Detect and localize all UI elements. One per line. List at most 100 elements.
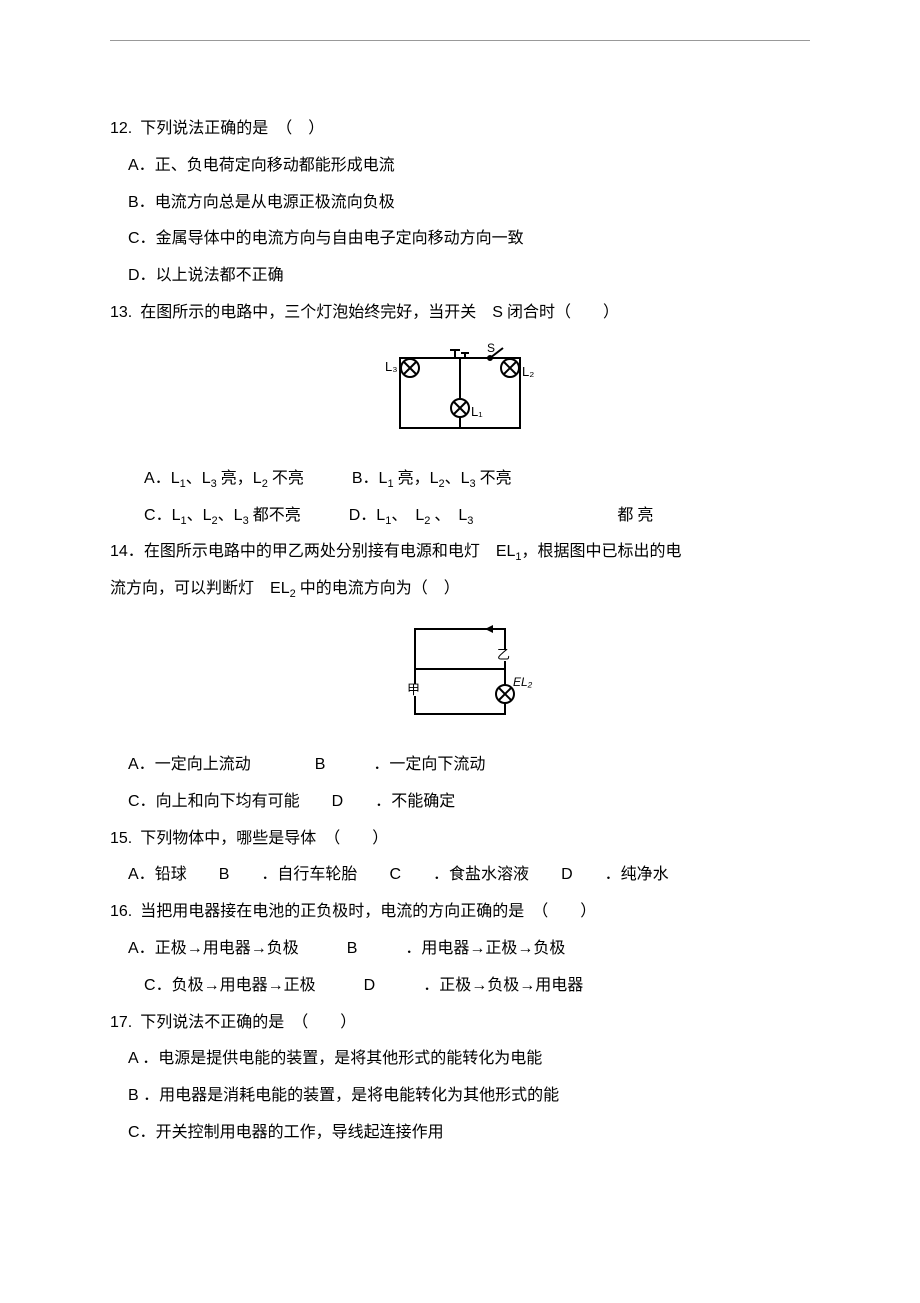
text: 下列物体中，哪些是导体 [140,830,316,847]
Dd: ． [423,977,439,994]
q13-S: S [492,304,503,321]
paren: （ ） [540,903,596,920]
text: 用电器是消耗电能的装置，是将电能转化为其他形式的能 [159,1087,559,1104]
label: C． [128,793,156,810]
text: 一定向上流动 [155,756,251,773]
q13-stem: 13. 在图所示的电路中，三个灯泡始终完好，当开关 S 闭合时（ ） [110,295,810,332]
A: A． [128,940,155,957]
q14-row2: C．向上和向下均有可能 D ．不能确定 [110,784,810,821]
Bd: ． [405,940,421,957]
EL1: EL [496,543,516,560]
Bd: ． [261,866,277,883]
q12-B: B．电流方向总是从电源正极流向负极 [110,185,810,222]
EL2: EL [270,580,290,597]
label: C． [144,507,172,524]
text: 当把用电器接在电池的正负极时，电流的方向正确的是 [140,903,524,920]
dot: ． [375,793,391,810]
text: 电源是提供电能的装置，是将其他形式的能转化为电能 [158,1050,542,1067]
q14-row1: A．一定向上流动 B ．一定向下流动 [110,747,810,784]
label: B ． [128,1087,159,1104]
q17-A: A ．电源是提供电能的装置，是将其他形式的能转化为电能 [110,1041,810,1078]
C: C． [144,977,172,994]
t4: 中的电流方向为（ ） [300,580,460,597]
q13-row1: A．L1、L3 亮，L2 不亮 B．L1 亮，L2、L3 不亮 [110,461,810,498]
C: C [389,866,401,883]
labelD: D [332,793,344,810]
D: D [364,977,376,994]
Bt: 用电器→正极→负极 [421,940,565,957]
textD: 不能确定 [391,793,455,810]
D: D [561,866,573,883]
circuit-diagram-icon: L₃ L₂ L₁ S [375,338,545,448]
q12-num: 12. [110,120,132,137]
q14-figure: 乙 甲 EL₂ [110,614,810,739]
q15-opts: A．铅球 B ．自行车轮胎 C ．食盐水溶液 D ．纯净水 [110,857,810,894]
q13-text1: 在图所示的电路中，三个灯泡始终完好，当开关 [140,304,476,321]
q15-stem: 15. 下列物体中，哪些是导体 （ ） [110,821,810,858]
q12-C: C．金属导体中的电流方向与自由电子定向移动方向一致 [110,221,810,258]
q16-row1: A．正极→用电器→负极 B ．用电器→正极→负极 [110,931,810,968]
label: C． [128,1124,156,1141]
q12-text: 下列说法正确的是 [140,120,268,137]
q12-D: D．以上说法都不正确 [110,258,810,295]
A: A． [128,866,155,883]
label: A． [128,157,155,174]
Ct: 食盐水溶液 [449,866,529,883]
Dd: ． [605,866,621,883]
q12-stem: 12. 下列说法正确的是 （ ） [110,111,810,148]
q17-B: B ．用电器是消耗电能的装置，是将电能转化为其他形式的能 [110,1078,810,1115]
label-L1: L₁ [471,404,483,419]
dot: ． [373,756,389,773]
label: A ． [128,1050,158,1067]
label: C． [128,230,156,247]
label: B． [352,470,379,487]
label: A． [144,470,171,487]
q13-text2: 闭合时（ ） [507,304,619,321]
Dt: 正极→负极→用电器 [439,977,583,994]
label-jia: 甲 [407,682,420,697]
label: A． [128,756,155,773]
text: 开关控制用电器的工作，导线起连接作用 [156,1124,444,1141]
circuit-diagram-icon: 乙 甲 EL₂ [385,614,535,734]
textB: 一定向下流动 [389,756,485,773]
text: 下列说法不正确的是 [140,1014,284,1031]
t3: 流方向，可以判断灯 [110,580,254,597]
label: D． [349,507,377,524]
tail: 都 亮 [617,507,653,524]
q13-row2: C．L1、L2、L3 都不亮 D．L1、 L2 、 L3 都 亮 [110,498,810,535]
label-yi: 乙 [497,647,510,662]
q14-stem1: 14．在图所示电路中的甲乙两处分别接有电源和电灯 EL1，根据图中已标出的电 [110,534,810,571]
text: 正、负电荷定向移动都能形成电流 [155,157,395,174]
top-rule [110,40,810,41]
q17-C: C．开关控制用电器的工作，导线起连接作用 [110,1115,810,1152]
label-EL2: EL₂ [513,675,533,689]
num: 17. [110,1014,132,1031]
q16-stem: 16. 当把用电器接在电池的正负极时，电流的方向正确的是 （ ） [110,894,810,931]
q17-stem: 17. 下列说法不正确的是 （ ） [110,1005,810,1042]
q12-paren: （ ） [284,120,324,137]
label-S: S [487,341,495,355]
At: 正极→用电器→负极 [155,940,299,957]
q16-row2: C．负极→用电器→正极 D ．正极→负极→用电器 [110,968,810,1005]
At: 铅球 [155,866,187,883]
Bt: 自行车轮胎 [277,866,357,883]
q14-stem2: 流方向，可以判断灯 EL2 中的电流方向为（ ） [110,571,810,608]
B: B [219,866,230,883]
q13-num: 13. [110,304,132,321]
text: 金属导体中的电流方向与自由电子定向移动方向一致 [156,230,524,247]
t2: ，根据图中已标出的电 [522,543,682,560]
label: D． [128,267,156,284]
text: 向上和向下均有可能 [156,793,300,810]
label-L2: L₂ [522,364,534,379]
document-page: 12. 下列说法正确的是 （ ） A．正、负电荷定向移动都能形成电流 B．电流方… [0,0,920,1303]
q14-num: 14． [110,543,144,560]
label-L3: L₃ [385,359,398,374]
Dt: 纯净水 [621,866,669,883]
label: B． [128,194,155,211]
t1: 在图所示电路中的甲乙两处分别接有电源和电灯 [144,543,480,560]
Cd: ． [433,866,449,883]
paren: （ ） [332,830,388,847]
labelB: B [315,756,326,773]
num: 15. [110,830,132,847]
B: B [347,940,358,957]
